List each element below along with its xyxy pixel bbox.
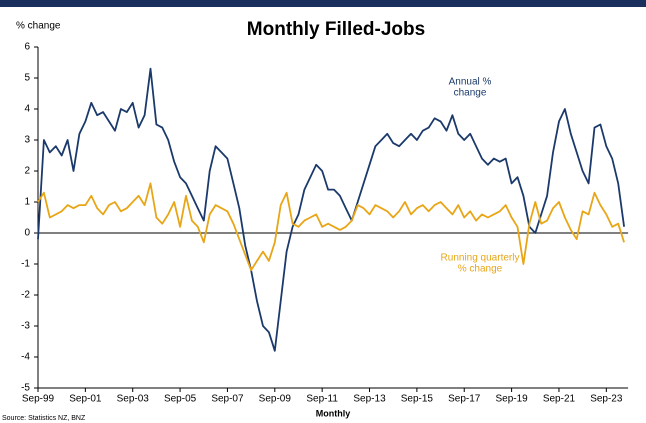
x-tick-label: Sep-99: [22, 394, 55, 405]
y-tick-label: -4: [21, 352, 30, 363]
y-tick-label: 2: [24, 166, 30, 177]
y-tick-label: 5: [24, 73, 30, 84]
chart-title: Monthly Filled-Jobs: [247, 19, 425, 40]
x-tick-label: Sep-17: [448, 394, 481, 405]
y-tick-label: 0: [24, 228, 30, 239]
y-tick-label: -2: [21, 290, 30, 301]
series-label: Annual %: [449, 77, 492, 88]
y-tick-label: 1: [24, 197, 30, 208]
y-tick-label: -5: [21, 383, 30, 394]
series-line: [37, 182, 625, 272]
y-tick-label: 3: [24, 135, 30, 146]
y-tick-label: -1: [21, 259, 30, 270]
x-tick-label: Sep-07: [211, 394, 244, 405]
x-tick-label: Sep-23: [590, 394, 623, 405]
source: Source: Statistics NZ, BNZ: [2, 415, 86, 422]
header-bar: [0, 0, 646, 7]
x-tick-label: Sep-21: [543, 394, 576, 405]
series-label: Running quarterly: [441, 253, 520, 264]
x-tick-label: Sep-15: [401, 394, 434, 405]
x-tick-label: Sep-09: [259, 394, 292, 405]
y-tick-label: 4: [24, 104, 30, 115]
y-tick-label: -3: [21, 321, 30, 332]
x-tick-label: Sep-13: [353, 394, 386, 405]
series-label: % change: [458, 264, 503, 275]
x-tick-label: Sep-05: [164, 394, 197, 405]
x-axis-label: Monthly: [316, 408, 351, 418]
x-tick-label: Sep-11: [306, 394, 338, 405]
y-axis-label: % change: [16, 21, 61, 32]
y-tick-label: 6: [24, 42, 30, 53]
series-line: [37, 67, 625, 352]
x-tick-label: Sep-19: [495, 394, 528, 405]
series-label: change: [454, 88, 487, 99]
x-tick-label: Sep-03: [117, 394, 150, 405]
x-tick-label: Sep-01: [69, 394, 102, 405]
